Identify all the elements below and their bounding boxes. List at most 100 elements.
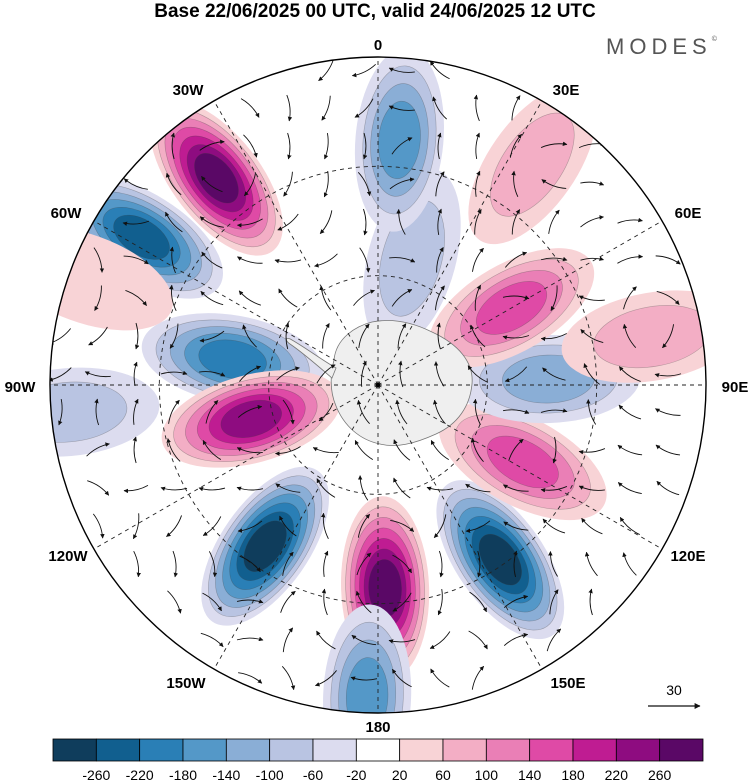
wind-arrow bbox=[583, 363, 601, 385]
wind-arrow bbox=[242, 324, 257, 348]
wind-arrow bbox=[475, 170, 481, 197]
colorbar-swatch bbox=[442, 738, 487, 762]
wind-arrow bbox=[430, 60, 450, 80]
latitude-circle bbox=[268, 275, 488, 495]
wind-arrow bbox=[391, 289, 413, 307]
colorbar-swatch bbox=[399, 738, 444, 762]
wind-arrow bbox=[588, 588, 593, 616]
wind-arrow bbox=[584, 551, 598, 577]
longitude-label: 120W bbox=[48, 548, 88, 565]
wind-arrow bbox=[655, 255, 681, 265]
anomaly-center bbox=[150, 100, 283, 256]
wind-arrow bbox=[617, 254, 644, 264]
wind-arrow bbox=[351, 634, 377, 646]
wind-arrow bbox=[396, 208, 406, 235]
wind-arrow bbox=[502, 295, 530, 300]
wind-arrow bbox=[283, 171, 293, 197]
colorbar-swatch bbox=[529, 738, 574, 762]
wind-arrow bbox=[279, 515, 297, 537]
wind-arrow bbox=[237, 256, 263, 264]
wind-arrow bbox=[202, 516, 222, 536]
wind-arrow bbox=[471, 665, 485, 690]
wind-arrow bbox=[540, 256, 568, 262]
colorbar-swatch bbox=[572, 738, 617, 762]
wind-arrow bbox=[508, 438, 524, 461]
wind-arrow bbox=[244, 172, 257, 197]
wind-arrow bbox=[323, 171, 329, 198]
wind-arrow bbox=[239, 365, 262, 382]
longitude-label: 90E bbox=[722, 379, 749, 396]
wind-arrow bbox=[169, 323, 179, 349]
wind-arrow bbox=[236, 218, 263, 228]
wind-arrow bbox=[133, 361, 138, 386]
longitude-labels: 0 30E 60E 90E 120E 150E 180 150W 120W 90W 60W 30W bbox=[5, 37, 749, 736]
wind-arrow bbox=[618, 404, 642, 420]
colorbar-swatch bbox=[485, 738, 531, 762]
wind-arrow bbox=[287, 132, 292, 160]
wind-arrow bbox=[470, 437, 484, 463]
wind-arrow bbox=[86, 442, 110, 457]
wind-arrow bbox=[580, 215, 604, 228]
wind-arrow bbox=[548, 551, 558, 577]
wind-arrow bbox=[540, 141, 568, 148]
wind-arrow bbox=[429, 631, 451, 649]
wind-arrow bbox=[169, 246, 176, 274]
wind-arrow bbox=[392, 668, 412, 688]
colorbar-tick-label: 100 bbox=[475, 767, 499, 783]
wind-arrow bbox=[123, 178, 148, 190]
wind-arrow bbox=[202, 592, 222, 612]
colorbar-swatch bbox=[659, 738, 704, 762]
wind-arrow bbox=[540, 408, 568, 413]
wind-arrow bbox=[504, 251, 528, 268]
wind-arrow bbox=[511, 95, 521, 121]
south-pole-marker bbox=[375, 382, 381, 388]
wind-arrow bbox=[168, 399, 180, 424]
wind-arrow bbox=[398, 360, 404, 388]
wind-arrow bbox=[656, 291, 680, 305]
wind-arrow bbox=[363, 208, 368, 236]
wind-arrow bbox=[355, 590, 372, 614]
wind-arrow bbox=[358, 323, 370, 348]
wind-arrow bbox=[319, 210, 333, 234]
wind-arrow bbox=[237, 404, 263, 418]
wind-arrow bbox=[391, 137, 413, 155]
wind-arrow bbox=[94, 285, 102, 311]
wind-arrow bbox=[166, 515, 182, 537]
wind-arrow bbox=[430, 439, 449, 460]
wind-arrow bbox=[549, 589, 559, 615]
colorbar-swatch bbox=[139, 738, 184, 762]
map-boundary bbox=[49, 56, 707, 714]
colorbar-swatch bbox=[95, 738, 141, 762]
wind-arrow bbox=[436, 322, 441, 350]
wind-arrow bbox=[622, 552, 637, 576]
wind-arrow bbox=[353, 289, 375, 306]
wind-arrow bbox=[275, 483, 301, 493]
wind-arrow bbox=[356, 552, 372, 576]
wind-arrow bbox=[580, 329, 604, 343]
wind-arrow bbox=[237, 520, 263, 533]
wind-arrow bbox=[160, 486, 188, 492]
wind-arrow bbox=[655, 444, 681, 456]
wind-arrow bbox=[473, 94, 480, 122]
wind-arrow bbox=[123, 255, 149, 265]
wind-arrow bbox=[511, 209, 521, 235]
wind-arrow bbox=[503, 594, 529, 608]
wind-arrow bbox=[239, 555, 261, 573]
wind-arrow bbox=[433, 514, 447, 538]
wind-arrow bbox=[350, 676, 378, 681]
wind-arrow bbox=[200, 632, 224, 648]
longitude-label: 120E bbox=[670, 548, 705, 565]
wind-arrow bbox=[312, 447, 339, 454]
wind-arrow bbox=[617, 444, 643, 456]
colorbar-swatch bbox=[269, 738, 314, 762]
wind-arrow bbox=[619, 517, 640, 535]
wind-arrow bbox=[135, 322, 140, 350]
colorbar-tick-label: -20 bbox=[346, 767, 366, 783]
wind-arrow bbox=[165, 211, 183, 233]
colorbar-tick-label: 220 bbox=[605, 767, 629, 783]
wind-arrow bbox=[356, 399, 370, 425]
wind-arrow bbox=[199, 139, 225, 151]
wind-arrow bbox=[467, 365, 489, 383]
wind-arrow bbox=[438, 550, 444, 578]
wind-arrow bbox=[654, 373, 682, 378]
